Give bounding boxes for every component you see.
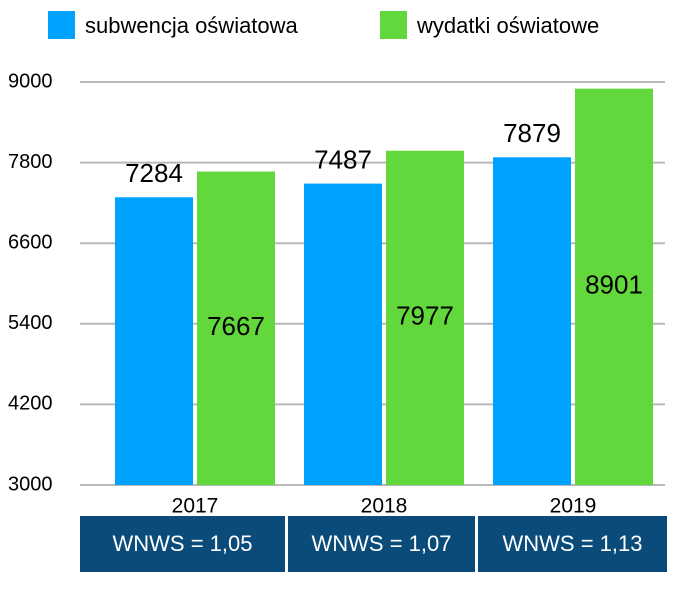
legend-label: wydatki oświatowe [416, 13, 599, 38]
data-label: 7487 [314, 144, 372, 174]
y-tick-label: 3000 [8, 473, 53, 495]
legend-swatch [380, 11, 407, 39]
bar [197, 171, 275, 485]
y-tick-label: 7800 [8, 151, 53, 173]
footer-label: WNWS = 1,13 [503, 531, 643, 556]
bar [386, 150, 464, 486]
y-tick-label: 9000 [8, 70, 53, 92]
y-tick-label: 5400 [8, 312, 53, 334]
bar [493, 157, 571, 486]
footer-label: WNWS = 1,05 [113, 531, 253, 556]
x-tick-label: 2019 [550, 495, 597, 518]
legend-label: subwencja oświatowa [85, 13, 299, 38]
bar [304, 183, 382, 485]
y-tick-label: 4200 [8, 393, 53, 415]
data-label: 8901 [585, 270, 643, 300]
bar [575, 88, 653, 485]
legend-swatch [48, 11, 75, 39]
y-tick-label: 6600 [8, 231, 53, 253]
x-tick-label: 2017 [172, 495, 219, 518]
footer-cell [478, 516, 667, 572]
footer-cell [80, 516, 285, 572]
bar [115, 197, 193, 485]
footer-cell [288, 516, 475, 572]
data-label: 7667 [207, 311, 265, 341]
data-label: 7977 [396, 301, 454, 331]
footer-label: WNWS = 1,07 [312, 531, 452, 556]
data-label: 7879 [503, 118, 561, 148]
data-label: 7284 [125, 158, 183, 188]
x-tick-label: 2018 [361, 495, 408, 518]
